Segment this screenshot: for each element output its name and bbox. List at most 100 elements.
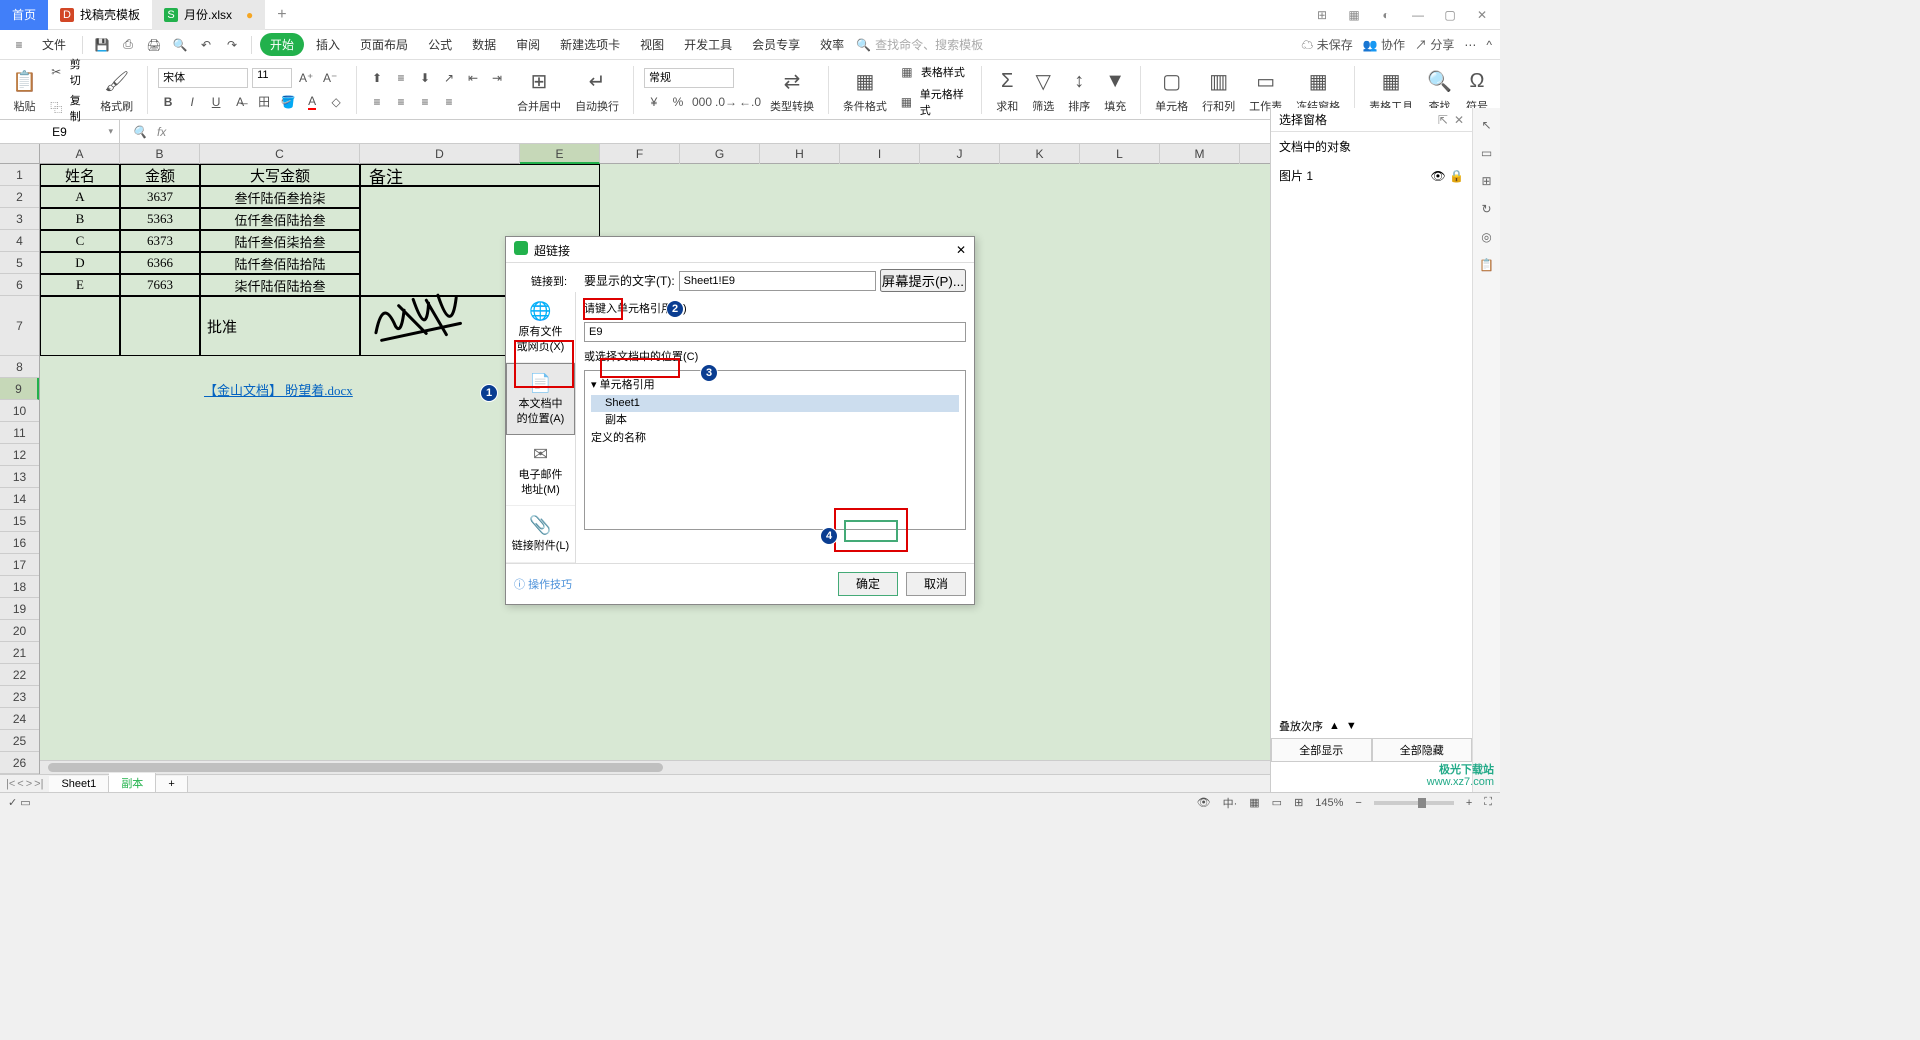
- sidepanel-close-icon[interactable]: ✕: [1454, 113, 1464, 127]
- cut-icon[interactable]: ✂: [47, 62, 66, 82]
- sheet-prev-icon[interactable]: <: [17, 778, 23, 790]
- row-header-7[interactable]: 7: [0, 296, 39, 356]
- cancel-button[interactable]: 取消: [906, 572, 966, 596]
- fontinc-icon[interactable]: A⁺: [296, 68, 316, 88]
- view-page-icon[interactable]: ▭: [1272, 796, 1282, 809]
- row-header-2[interactable]: 2: [0, 186, 39, 208]
- side-place[interactable]: 📄本文档中 的位置(A): [506, 363, 575, 435]
- cell[interactable]: 7663: [120, 274, 200, 296]
- col-header-K[interactable]: K: [1000, 144, 1080, 164]
- row-header-9[interactable]: 9: [0, 378, 39, 400]
- border-icon[interactable]: 田: [254, 92, 274, 112]
- zoom-in-icon[interactable]: +: [1466, 797, 1472, 809]
- undo-icon[interactable]: ↶: [195, 34, 217, 56]
- horizontal-scrollbar[interactable]: [40, 760, 1270, 774]
- paste-group[interactable]: 📋粘贴: [8, 66, 41, 114]
- cell[interactable]: 5363: [120, 208, 200, 230]
- down-icon[interactable]: ▼: [1346, 720, 1357, 732]
- cell[interactable]: 姓名: [40, 164, 120, 186]
- fillcolor-icon[interactable]: 🪣: [278, 92, 298, 112]
- show-all-button[interactable]: 全部显示: [1271, 738, 1372, 762]
- col-header-F[interactable]: F: [600, 144, 680, 164]
- percent-icon[interactable]: %: [668, 92, 688, 112]
- fill-group[interactable]: ▼填充: [1100, 66, 1130, 114]
- strip-style-icon[interactable]: ▭: [1481, 146, 1492, 160]
- menu-member[interactable]: 会员专享: [744, 32, 808, 57]
- row-header-20[interactable]: 20: [0, 620, 39, 642]
- comma-icon[interactable]: 000: [692, 92, 712, 112]
- numfmt-select[interactable]: 常规: [644, 68, 734, 88]
- cell[interactable]: 柒仟陆佰陆拾叁: [200, 274, 360, 296]
- cell[interactable]: 3637: [120, 186, 200, 208]
- dialog-close-icon[interactable]: ✕: [956, 243, 966, 257]
- signature-image[interactable]: [367, 283, 492, 356]
- cell[interactable]: [40, 296, 120, 356]
- fontcolor-icon[interactable]: A: [302, 92, 322, 112]
- layout-icon[interactable]: ⊞: [1312, 8, 1332, 22]
- align-top-icon[interactable]: ⬆: [367, 68, 387, 88]
- cellstyle-button[interactable]: ▦单元格样式: [897, 86, 971, 118]
- row-header-16[interactable]: 16: [0, 532, 39, 554]
- font-select[interactable]: 宋体: [158, 68, 248, 88]
- copy-icon[interactable]: ⿻: [47, 98, 66, 118]
- align-center-icon[interactable]: ≡: [391, 92, 411, 112]
- row-header-11[interactable]: 11: [0, 422, 39, 444]
- row-header-17[interactable]: 17: [0, 554, 39, 576]
- col-header-G[interactable]: G: [680, 144, 760, 164]
- col-header-B[interactable]: B: [120, 144, 200, 164]
- cell[interactable]: 批准: [200, 296, 360, 356]
- cell[interactable]: 陆仟叁佰陆拾陆: [200, 252, 360, 274]
- zoom-out-icon[interactable]: −: [1355, 797, 1361, 809]
- maximize-icon[interactable]: ▢: [1440, 8, 1460, 22]
- strip-backup-icon[interactable]: ↻: [1481, 202, 1491, 216]
- underline-icon[interactable]: U: [206, 92, 226, 112]
- italic-icon[interactable]: I: [182, 92, 202, 112]
- cell[interactable]: 伍仟叁佰陆拾叁: [200, 208, 360, 230]
- cell[interactable]: 大写金额: [200, 164, 360, 186]
- row-header-8[interactable]: 8: [0, 356, 39, 378]
- up-icon[interactable]: ▲: [1329, 720, 1340, 732]
- tab-home[interactable]: 首页: [0, 0, 48, 30]
- cell[interactable]: 金额: [120, 164, 200, 186]
- cell[interactable]: D: [40, 252, 120, 274]
- grid-icon[interactable]: ▦: [1344, 8, 1364, 22]
- cell[interactable]: 备注: [360, 164, 600, 186]
- menu-newtab[interactable]: 新建选项卡: [552, 32, 628, 57]
- decinc-icon[interactable]: .0→: [716, 92, 736, 112]
- row-header-23[interactable]: 23: [0, 686, 39, 708]
- condfmt-group[interactable]: ▦条件格式: [839, 66, 891, 114]
- cell-group[interactable]: ▢单元格: [1151, 66, 1192, 114]
- unsync-status[interactable]: ☁ 未保存: [1301, 36, 1352, 53]
- freeze-group[interactable]: ▦冻结窗格: [1292, 66, 1344, 114]
- ok-button[interactable]: 确定: [838, 572, 898, 596]
- cell[interactable]: A: [40, 186, 120, 208]
- avatar-icon[interactable]: ◐: [1376, 8, 1396, 22]
- row-header-5[interactable]: 5: [0, 252, 39, 274]
- command-search[interactable]: 🔍 查找命令、搜索模板: [856, 36, 983, 53]
- find-group[interactable]: 🔍查找: [1423, 66, 1456, 114]
- side-attach[interactable]: 📎链接附件(L): [506, 506, 575, 563]
- fontsize-select[interactable]: 11: [252, 68, 292, 88]
- align-bot-icon[interactable]: ⬇: [415, 68, 435, 88]
- location-tree[interactable]: ▾ 单元格引用 Sheet1 副本 定义的名称: [584, 370, 966, 530]
- preview-icon[interactable]: 🔍: [169, 34, 191, 56]
- cell[interactable]: [120, 296, 200, 356]
- redo-icon[interactable]: ↷: [221, 34, 243, 56]
- sort-group[interactable]: ↕排序: [1064, 66, 1094, 114]
- row-header-18[interactable]: 18: [0, 576, 39, 598]
- zoom-slider[interactable]: [1374, 801, 1454, 805]
- minimize-icon[interactable]: —: [1408, 8, 1428, 22]
- clearfmt-icon[interactable]: ◇: [326, 92, 346, 112]
- menu-formula[interactable]: 公式: [420, 32, 460, 57]
- align-right-icon[interactable]: ≡: [415, 92, 435, 112]
- display-input[interactable]: [679, 271, 876, 291]
- hyperlink-cell[interactable]: 【金山文档】 盼望着.docx: [200, 378, 360, 400]
- strip-gallery-icon[interactable]: ⊞: [1481, 174, 1491, 188]
- cell[interactable]: 叁仟陆佰叁拾柒: [200, 186, 360, 208]
- row-header-21[interactable]: 21: [0, 642, 39, 664]
- col-header-A[interactable]: A: [40, 144, 120, 164]
- fmtpaint-group[interactable]: 🖌格式刷: [96, 66, 137, 114]
- screentip-button[interactable]: 屏幕提示(P)...: [880, 269, 966, 292]
- side-email[interactable]: ✉电子邮件 地址(M): [506, 435, 575, 506]
- row-header-15[interactable]: 15: [0, 510, 39, 532]
